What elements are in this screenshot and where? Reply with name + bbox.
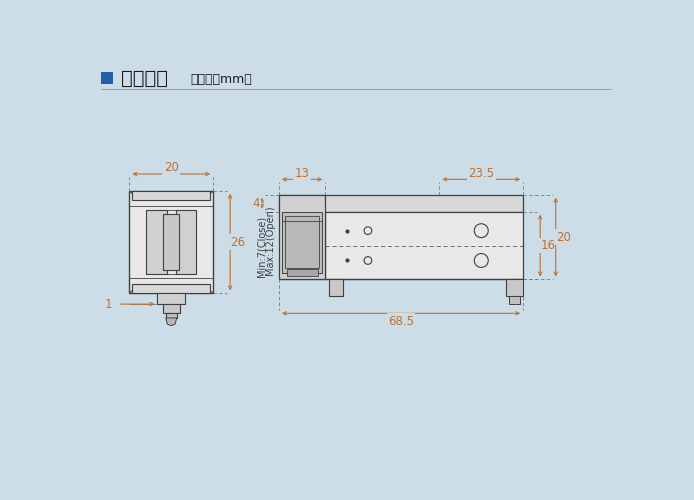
Bar xyxy=(133,284,210,294)
Bar xyxy=(279,194,523,212)
Text: 20: 20 xyxy=(164,162,178,174)
Bar xyxy=(101,72,113,84)
Bar xyxy=(162,304,180,313)
Bar xyxy=(329,280,343,296)
Bar xyxy=(287,268,318,276)
Bar xyxy=(279,194,325,280)
Text: 13: 13 xyxy=(295,166,310,179)
Bar xyxy=(282,212,322,274)
Bar xyxy=(164,214,179,270)
Bar xyxy=(158,294,185,304)
Bar xyxy=(509,296,520,304)
Bar xyxy=(325,212,523,280)
Text: 68.5: 68.5 xyxy=(388,314,414,328)
Bar xyxy=(506,280,523,296)
Text: 20: 20 xyxy=(556,230,571,243)
Text: 1: 1 xyxy=(105,298,112,310)
Bar xyxy=(285,216,319,268)
Bar xyxy=(166,313,177,318)
Text: 23.5: 23.5 xyxy=(468,166,494,179)
Text: Max:12(Open): Max:12(Open) xyxy=(264,206,275,275)
Bar xyxy=(133,191,210,200)
Text: 16: 16 xyxy=(541,239,555,252)
Text: 26: 26 xyxy=(230,236,246,248)
Bar xyxy=(146,210,167,274)
Bar xyxy=(176,210,196,274)
Text: Min:7(Close): Min:7(Close) xyxy=(257,216,267,277)
Polygon shape xyxy=(166,318,177,326)
Text: 外观尺寸: 外观尺寸 xyxy=(121,69,168,88)
Text: 4: 4 xyxy=(252,196,260,209)
Bar xyxy=(129,191,213,294)
Text: （单位：mm）: （单位：mm） xyxy=(191,72,253,86)
